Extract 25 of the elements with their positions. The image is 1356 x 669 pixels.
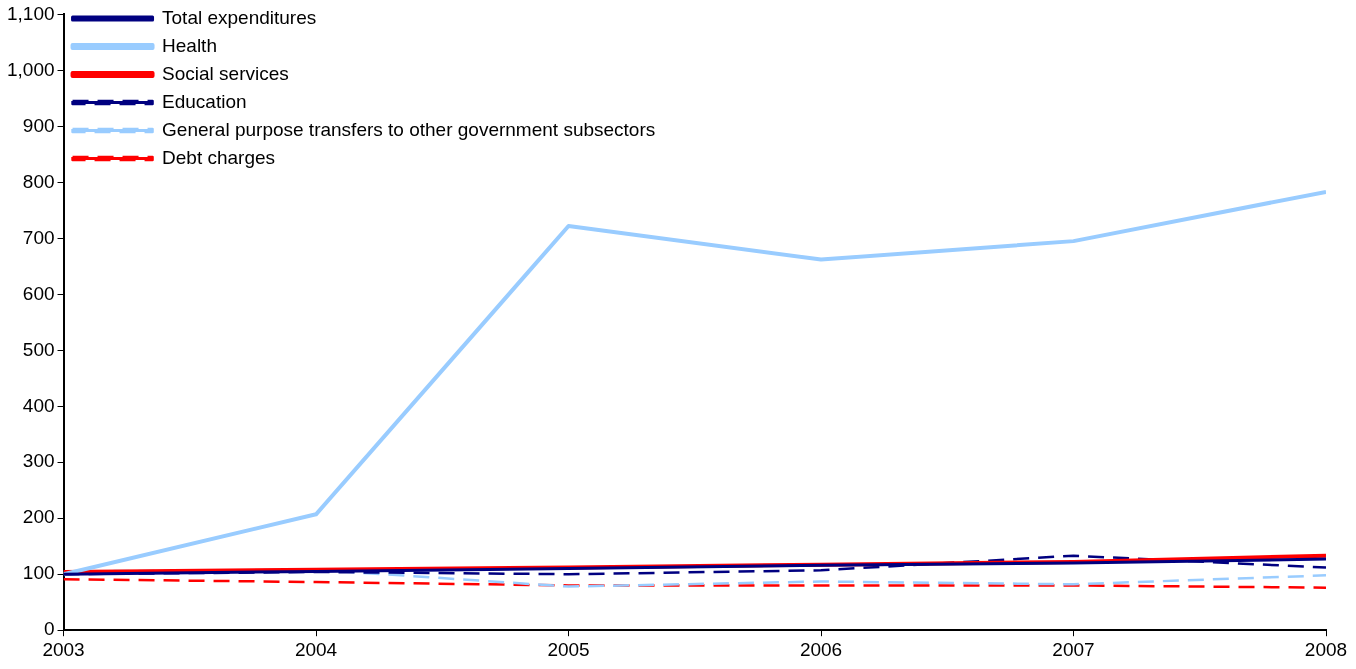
- x-tick-label: 2007: [1052, 638, 1095, 660]
- legend-label: Social services: [162, 62, 289, 84]
- x-tick-label: 2008: [1304, 638, 1348, 660]
- y-tick-label: 0: [43, 618, 55, 640]
- y-tick-label: 300: [22, 450, 55, 472]
- x-tick-label: 2003: [42, 638, 85, 660]
- legend-label: General purpose transfers to other government subsectors: [162, 118, 656, 140]
- legend-label: Education: [162, 90, 247, 112]
- y-tick-label: 1,000: [7, 58, 55, 80]
- y-tick-label: 200: [22, 506, 55, 528]
- y-tick-label: 600: [22, 282, 55, 304]
- y-tick-label: 700: [22, 226, 55, 248]
- y-tick-label: 900: [22, 114, 55, 136]
- legend-label: Total expenditures: [162, 6, 317, 28]
- y-tick-label: 1,100: [7, 2, 55, 24]
- y-tick-label: 100: [22, 562, 55, 584]
- y-tick-label: 500: [22, 338, 55, 360]
- x-tick-label: 2006: [799, 638, 843, 660]
- line-series: [63, 578, 1326, 589]
- x-tick-label: 2004: [294, 638, 338, 660]
- legend-label: Health: [162, 34, 217, 56]
- x-tick-label: 2005: [547, 638, 590, 660]
- y-tick-label: 800: [22, 170, 55, 192]
- legend-label: Debt charges: [162, 146, 276, 168]
- y-tick-label: 400: [22, 394, 55, 416]
